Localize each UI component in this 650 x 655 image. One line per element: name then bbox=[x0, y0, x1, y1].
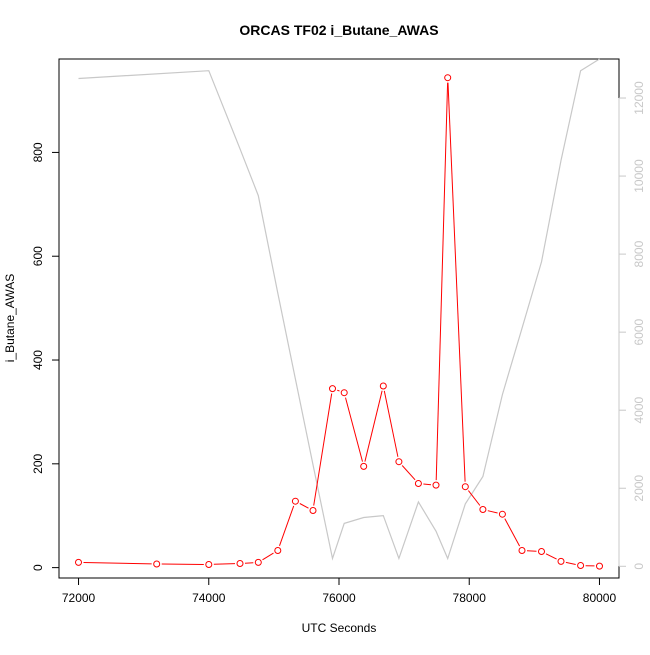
y-axis: 0 200 400 600 800 bbox=[31, 142, 59, 571]
primary-series-point bbox=[380, 383, 386, 389]
primary-series-point bbox=[310, 508, 316, 514]
secondary-series-layer bbox=[79, 59, 600, 559]
primary-series-segment bbox=[84, 563, 152, 564]
primary-series-point bbox=[462, 484, 468, 490]
y2-axis: 0 2000 4000 6000 8000 10000 12000 bbox=[619, 81, 646, 570]
primary-series-segment bbox=[423, 484, 431, 485]
primary-series-point bbox=[480, 507, 486, 513]
primary-series-segment bbox=[214, 564, 235, 565]
primary-series-segment bbox=[337, 390, 339, 391]
y-tick-label: 0 bbox=[31, 564, 45, 571]
primary-series-segment bbox=[527, 551, 537, 552]
y-tick-label: 600 bbox=[31, 246, 45, 266]
primary-series-point bbox=[292, 498, 298, 504]
primary-series-segment bbox=[162, 564, 204, 565]
y2-tick-label: 12000 bbox=[632, 81, 646, 115]
primary-series-segment bbox=[505, 519, 520, 547]
y2-tick-label: 4000 bbox=[632, 397, 646, 424]
primary-series-segment bbox=[488, 511, 498, 513]
primary-series-segment bbox=[448, 83, 465, 482]
primary-series-segment bbox=[468, 491, 480, 506]
y2-tick-label: 0 bbox=[632, 563, 646, 570]
primary-series-point bbox=[519, 548, 525, 554]
primary-series-point bbox=[597, 563, 603, 569]
primary-series-point bbox=[415, 481, 421, 487]
primary-series-point bbox=[255, 559, 261, 565]
y2-tick-label: 8000 bbox=[632, 240, 646, 267]
x-tick-label: 72000 bbox=[62, 591, 96, 605]
primary-series-point bbox=[237, 561, 243, 567]
primary-series-segment bbox=[300, 504, 309, 509]
primary-series-point bbox=[76, 559, 82, 565]
primary-series-segment bbox=[245, 563, 253, 564]
primary-series-segment bbox=[384, 391, 398, 457]
x-tick-label: 80000 bbox=[583, 591, 617, 605]
y2-tick-label: 2000 bbox=[632, 475, 646, 502]
primary-series-segment bbox=[314, 394, 332, 506]
y-tick-label: 400 bbox=[31, 350, 45, 370]
primary-series-segment bbox=[280, 506, 294, 546]
primary-series-segment bbox=[402, 466, 415, 480]
primary-series-point bbox=[341, 390, 347, 396]
x-tick-label: 74000 bbox=[192, 591, 226, 605]
primary-series-point bbox=[445, 75, 451, 81]
primary-series-segment bbox=[263, 553, 274, 560]
y-tick-label: 200 bbox=[31, 453, 45, 473]
x-axis: 72000 74000 76000 78000 80000 bbox=[62, 578, 617, 605]
primary-series-point bbox=[396, 459, 402, 465]
primary-series-segment bbox=[436, 83, 447, 480]
x-tick-label: 78000 bbox=[453, 591, 487, 605]
primary-series-point bbox=[275, 548, 281, 554]
primary-series-point bbox=[499, 511, 505, 517]
y2-tick-label: 10000 bbox=[632, 159, 646, 193]
primary-series-point bbox=[154, 561, 160, 567]
secondary-series-line bbox=[79, 59, 600, 559]
primary-series-segment bbox=[365, 391, 382, 462]
primary-series-point bbox=[558, 558, 564, 564]
y-tick-label: 800 bbox=[31, 142, 45, 162]
primary-series-segment bbox=[346, 398, 363, 462]
primary-series-segment bbox=[566, 562, 576, 564]
primary-series-point bbox=[206, 562, 212, 568]
primary-series-segment bbox=[546, 554, 557, 559]
chart-title: ORCAS TF02 i_Butane_AWAS bbox=[239, 22, 438, 38]
primary-series-point bbox=[361, 463, 367, 469]
y-axis-label: i_Butane_AWAS bbox=[3, 274, 17, 363]
y2-tick-label: 6000 bbox=[632, 318, 646, 345]
plot-frame bbox=[59, 59, 619, 578]
primary-series-point bbox=[578, 563, 584, 569]
primary-series-point bbox=[539, 549, 545, 555]
x-axis-label: UTC Seconds bbox=[302, 621, 377, 635]
x-tick-label: 76000 bbox=[322, 591, 356, 605]
primary-series-point bbox=[330, 386, 336, 392]
primary-series-point bbox=[433, 482, 439, 488]
